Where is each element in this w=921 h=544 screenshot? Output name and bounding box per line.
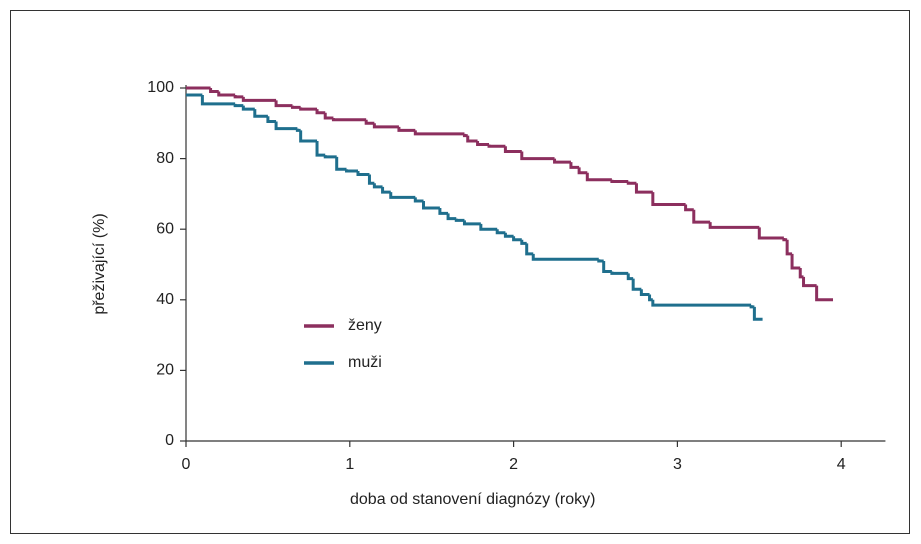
survival-step <box>651 192 686 206</box>
legend-label: ženy <box>348 317 382 334</box>
survival-step <box>749 305 755 309</box>
survival-step <box>372 183 383 189</box>
y-tick-label: 20 <box>156 362 174 379</box>
survival-step <box>634 183 653 194</box>
survival-step <box>684 204 694 212</box>
survival-step <box>323 112 334 120</box>
survival-step <box>253 109 268 118</box>
survival-step <box>520 239 527 245</box>
survival-step <box>708 222 760 229</box>
survival-step <box>381 186 391 194</box>
x-tick-label: 3 <box>673 456 682 473</box>
survival-step <box>525 243 534 256</box>
survival-step <box>446 213 457 221</box>
survival-step <box>364 119 375 125</box>
survival-step <box>626 273 634 281</box>
survival-step <box>290 105 301 109</box>
survival-step <box>752 306 763 321</box>
survival-step <box>648 294 653 302</box>
survival-step <box>335 156 347 171</box>
survival-step <box>367 174 375 185</box>
survival-step <box>462 220 481 226</box>
survival-step <box>798 268 804 279</box>
survival-step <box>785 239 793 256</box>
x-tick-label: 2 <box>509 456 518 473</box>
x-tick-label: 1 <box>345 456 354 473</box>
y-tick-label: 40 <box>156 291 174 308</box>
survival-step <box>585 172 612 182</box>
survival-step <box>597 259 604 263</box>
y-tick-label: 100 <box>147 79 174 96</box>
survival-step <box>299 130 318 143</box>
survival-step <box>782 238 788 242</box>
survival-step <box>241 96 277 102</box>
survival-step <box>372 123 399 129</box>
survival-step <box>815 285 834 302</box>
survival-step <box>553 158 571 164</box>
survival-step <box>274 121 298 131</box>
survival-step <box>233 103 244 108</box>
survival-step <box>512 236 522 242</box>
survival-step <box>487 144 506 148</box>
survival-step <box>345 169 358 173</box>
survival-step <box>295 128 301 132</box>
x-tick-label: 4 <box>837 456 846 473</box>
survival-step <box>757 227 784 240</box>
survival-step <box>476 140 490 146</box>
survival-step <box>209 88 219 94</box>
survival-step <box>413 197 424 203</box>
survival-step <box>274 100 293 108</box>
survival-step <box>569 162 580 169</box>
y-axis-label: přeživající (%) <box>91 213 108 314</box>
survival-step <box>531 253 599 261</box>
survival-step <box>520 151 555 161</box>
survival-step <box>626 181 637 185</box>
survival-step <box>323 155 337 159</box>
survival-step <box>462 133 468 138</box>
survival-step <box>495 229 506 235</box>
survival-step <box>639 289 650 297</box>
survival-step <box>610 271 629 275</box>
survival-step <box>331 118 367 122</box>
survival-step <box>422 200 440 210</box>
survival-step <box>503 232 514 238</box>
frame <box>10 10 910 534</box>
survival-step <box>397 126 416 132</box>
survival-step <box>610 179 629 184</box>
survival-step <box>315 109 326 115</box>
survival-step <box>577 167 588 175</box>
survival-step <box>315 140 326 157</box>
survival-step <box>651 299 752 307</box>
legend-label: muži <box>348 354 382 371</box>
y-tick-label: 0 <box>165 432 174 449</box>
survival-step <box>602 260 612 274</box>
survival-step <box>266 116 277 124</box>
survival-step <box>356 170 370 176</box>
survival-step <box>466 135 478 143</box>
survival-step <box>790 253 801 270</box>
x-axis-label: doba od stanovení diagnózy (roky) <box>350 491 595 508</box>
survival-step <box>299 107 318 111</box>
survival-step <box>241 105 255 111</box>
survival-step <box>802 276 817 288</box>
survival-step <box>389 192 416 199</box>
survival-step <box>438 208 449 215</box>
x-tick-label: 0 <box>182 456 191 473</box>
survival-step <box>217 91 236 97</box>
survival-step <box>200 95 236 106</box>
y-tick-label: 80 <box>156 150 174 167</box>
survival-step <box>692 209 711 224</box>
survival-step <box>413 130 465 136</box>
survival-step <box>503 146 522 154</box>
y-tick-label: 60 <box>156 220 174 237</box>
survival-step <box>631 278 642 291</box>
survival-step <box>454 218 465 222</box>
survival-step <box>233 95 244 99</box>
survival-step <box>479 223 498 231</box>
